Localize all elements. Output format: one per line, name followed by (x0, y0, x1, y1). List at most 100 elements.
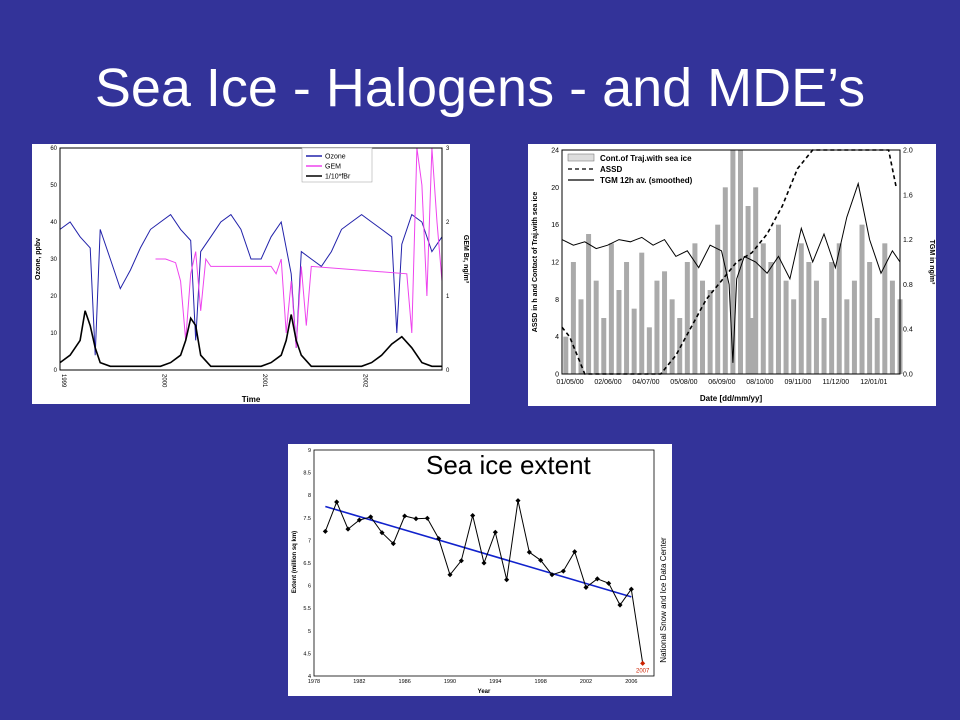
x-tick-label: 01/05/00 (556, 379, 583, 386)
data-point (606, 580, 612, 586)
traj-tgm-svg: 0 4 8 12 16 20 24 0.0 0.4 0.8 1.2 1.6 2.0 01/05/00 02/… (532, 148, 935, 404)
sea-ice-contact-bar (692, 243, 698, 374)
y-tick-label: 8.5 (303, 471, 311, 477)
x-tick-label: 1994 (489, 679, 501, 685)
y2-tick-label: 2.0 (903, 148, 913, 155)
legend: Ozone GEM 1/10*fBr (301, 147, 373, 183)
sea-ice-extent-svg: 4 4.5 5 5.5 6 6.5 7 7.5 8 8.5 9 1978 1982 1986 1990 199… (292, 448, 668, 695)
y2-tick-label: 0 (446, 368, 450, 374)
ozone-gem-svg: 0 10 20 30 40 50 60 0 1 2 3 1999 2000 2001 2002 Time O… (35, 146, 469, 404)
data-point (504, 577, 510, 583)
sea-ice-contact-bar (662, 271, 668, 374)
trend-line (325, 505, 632, 598)
sea-ice-contact-bar (570, 262, 576, 374)
y-tick-label: 7 (308, 538, 311, 544)
series-line-ozone (59, 213, 443, 356)
data-point (481, 560, 487, 566)
y-tick-label: 12 (551, 260, 559, 267)
data-point (379, 530, 385, 536)
data-point (424, 515, 430, 521)
x-tick-label: 1986 (399, 679, 411, 685)
legend-swatch (567, 153, 595, 162)
sea-ice-contact-bar (715, 224, 721, 374)
x-tick-label: 05/08/00 (670, 379, 697, 386)
x-tick-label: 08/10/00 (746, 379, 773, 386)
data-point (572, 549, 578, 555)
data-point (413, 516, 419, 522)
y-tick-label: 8 (308, 493, 311, 499)
y-tick-label: 6.5 (303, 561, 311, 567)
plot-frame (561, 149, 901, 375)
x-tick-label: 1982 (353, 679, 365, 685)
y-tick-label: 0 (555, 372, 559, 379)
x-tick-label: 1990 (444, 679, 456, 685)
sea-ice-contact-bar (749, 318, 755, 374)
y-tick-label: 40 (50, 220, 57, 226)
y-tick-label: 16 (551, 222, 559, 229)
sea-ice-contact-bar (654, 280, 660, 374)
x-tick-label: 11/12/00 (822, 379, 849, 386)
y-tick-label: 30 (50, 257, 57, 263)
legend-entry: TGM 12h av. (smoothed) (600, 176, 693, 185)
highlight-label: 2007 (636, 668, 650, 674)
legend-entry: 1/10*fBr (325, 174, 351, 181)
sea-ice-contact-bar (624, 262, 630, 374)
sea-ice-contact-bar (646, 327, 652, 374)
y2-tick-label: 0.0 (903, 372, 913, 379)
y2-tick-label: 2 (446, 220, 450, 226)
sea-ice-contact-bar (563, 336, 569, 374)
y-tick-label: 4 (555, 334, 559, 341)
x-axis-label: Date [dd/mm/yy] (700, 394, 763, 403)
plot-frame (59, 147, 443, 371)
data-credit: National Snow and Ice Data Center (659, 537, 668, 663)
y2-tick-label: 0.4 (903, 327, 913, 334)
y-tick-label: 5.5 (303, 606, 311, 612)
y-tick-label: 60 (50, 146, 57, 152)
x-tick-label: 04/07/00 (632, 379, 659, 386)
data-point (492, 529, 498, 535)
sea-ice-contact-bar (844, 299, 850, 374)
y2-tick-label: 0.8 (903, 282, 913, 289)
sea-ice-contact-bar (783, 280, 789, 374)
data-point (515, 498, 521, 504)
sea-ice-contact-bar (730, 150, 736, 374)
x-tick-label: 12/01/01 (860, 379, 887, 386)
sea-ice-contact-bar (616, 290, 622, 374)
sea-ice-contact-bar (669, 299, 675, 374)
sea-ice-contact-bar (707, 290, 713, 374)
sea-ice-contact-bar (593, 280, 599, 374)
sea-ice-contact-bar (601, 318, 607, 374)
y-tick-label: 10 (50, 331, 57, 337)
sea-ice-contact-bar (851, 280, 857, 374)
x-tick-label: 1978 (308, 679, 320, 685)
x-tick-label: 2002 (362, 374, 368, 388)
sea-ice-contact-bar (586, 234, 592, 374)
y-axis-label: Ozone, ppbv (35, 238, 42, 280)
sea-ice-contact-bar (889, 280, 895, 374)
y-axis-label: ASSD in h and Contact of Traj.with sea i… (532, 192, 539, 333)
sea-ice-contact-bar (753, 187, 759, 374)
series-line-assd (561, 149, 897, 375)
y-tick-label: 4.5 (303, 651, 311, 657)
sea-ice-contact-bar (829, 262, 835, 374)
data-point (560, 568, 566, 574)
x-tick-label: 1998 (535, 679, 547, 685)
x-tick-label: 2000 (161, 374, 167, 388)
sea-ice-contact-bar (760, 243, 766, 374)
sea-ice-contact-bar (798, 243, 804, 374)
sea-ice-contact-bar (578, 299, 584, 374)
y-tick-label: 24 (551, 148, 559, 155)
legend-entry: ASSD (600, 165, 622, 174)
sea-ice-contact-bar (806, 262, 812, 374)
series-line-gem (155, 147, 443, 348)
ozone-gem-chart: 0 10 20 30 40 50 60 0 1 2 3 1999 2000 2001 2002 Time O… (32, 144, 470, 404)
sea-ice-contact-bar (684, 262, 690, 374)
data-point (356, 517, 362, 523)
traj-tgm-chart: 0 4 8 12 16 20 24 0.0 0.4 0.8 1.2 1.6 2.0 01/05/00 02/… (528, 144, 936, 406)
y2-tick-label: 3 (446, 146, 450, 152)
legend-entry: Cont.of Traj.with sea ice (600, 154, 692, 163)
y-tick-label: 8 (555, 297, 559, 304)
sea-ice-contact-bar (813, 280, 819, 374)
sea-ice-contact-bar (737, 150, 743, 374)
y-tick-label: 9 (308, 448, 311, 454)
